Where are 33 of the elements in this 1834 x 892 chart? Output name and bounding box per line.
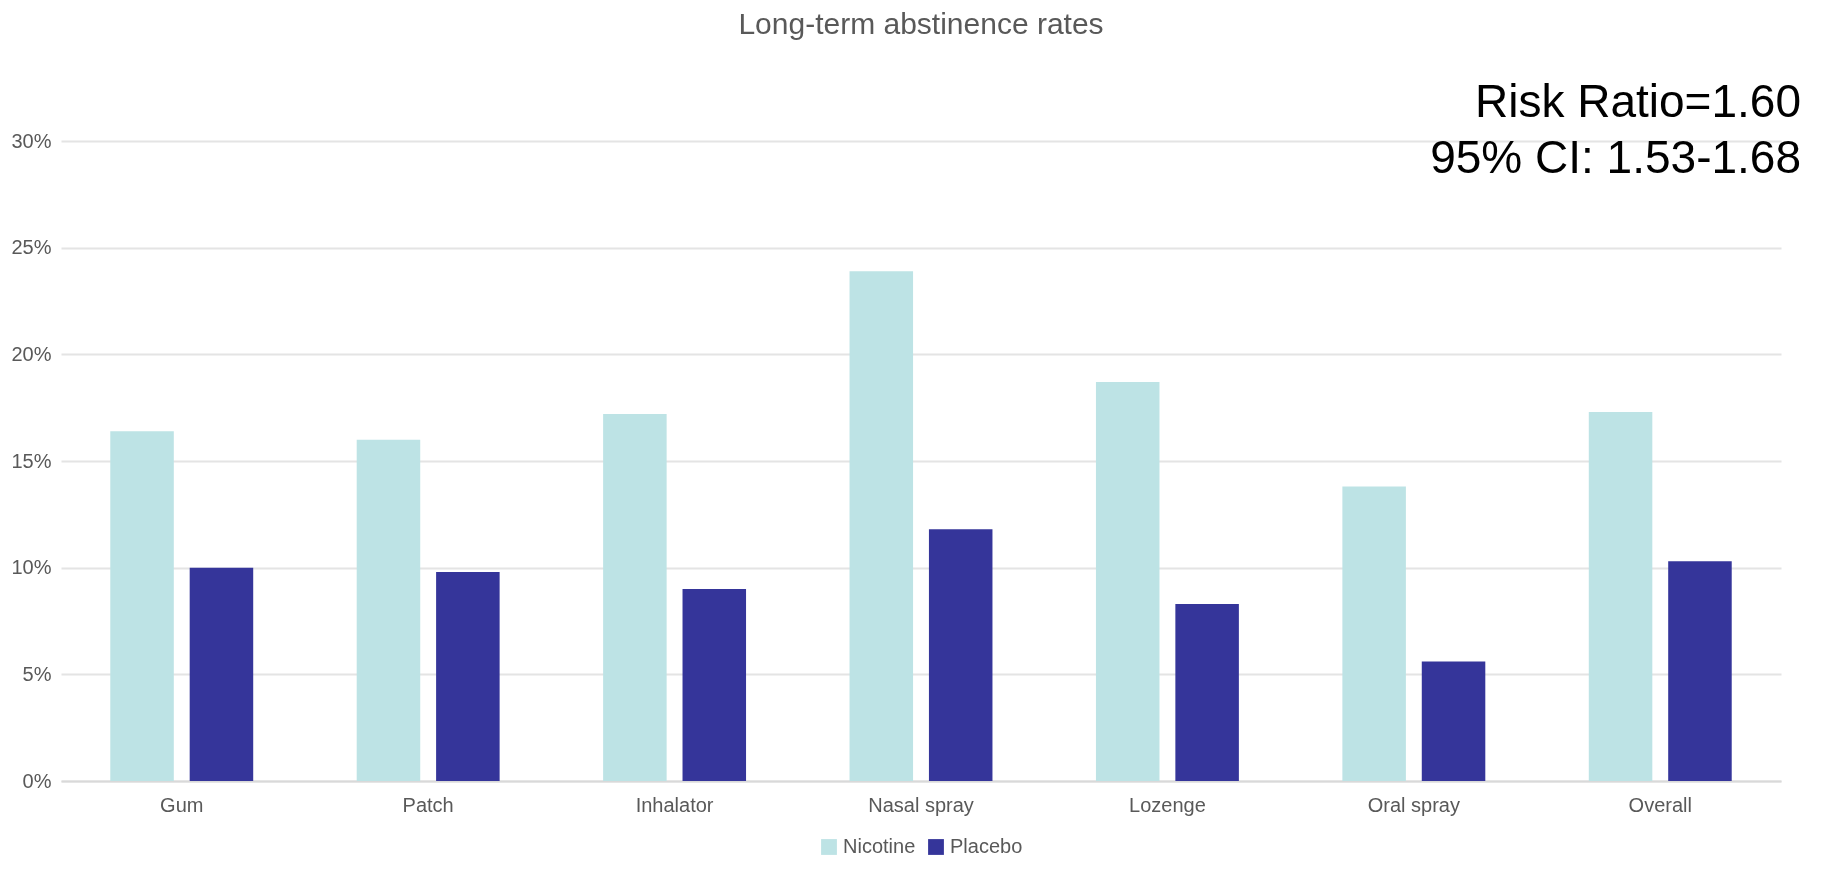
y-tick-label: 5% xyxy=(22,662,52,685)
legend-label: Nicotine xyxy=(843,835,916,857)
annotation: 95% CI: 1.53-1.68 xyxy=(1430,131,1801,183)
bar xyxy=(189,567,254,781)
y-tick-label: 15% xyxy=(11,449,52,472)
y-tick-label: 0% xyxy=(22,769,52,792)
bar xyxy=(1342,486,1406,781)
bar xyxy=(1588,411,1653,781)
bar xyxy=(1095,382,1160,781)
y-tick-label: 20% xyxy=(11,342,52,365)
legend-label: Placebo xyxy=(950,835,1023,857)
x-tick-label: Gum xyxy=(160,793,204,816)
x-tick-label: Inhalator xyxy=(635,793,714,816)
bar xyxy=(436,571,500,781)
bar xyxy=(928,529,993,781)
bar xyxy=(356,439,421,781)
x-tick-label: Oral spray xyxy=(1367,793,1460,816)
y-tick-label: 30% xyxy=(11,129,52,152)
bar xyxy=(603,414,667,781)
chart-title: Long-term abstinence rates xyxy=(738,7,1104,40)
y-tick-label: 10% xyxy=(11,556,52,579)
bar xyxy=(1668,561,1732,781)
x-tick-label: Patch xyxy=(402,793,454,816)
bar xyxy=(1175,603,1239,781)
bar xyxy=(110,431,174,781)
x-tick-label: Nasal spray xyxy=(868,793,974,816)
y-tick-label: 25% xyxy=(11,236,52,259)
bar xyxy=(682,589,747,781)
x-tick-label: Lozenge xyxy=(1129,793,1206,816)
bar xyxy=(849,271,914,781)
bar xyxy=(1421,661,1486,781)
x-tick-label: Overall xyxy=(1628,793,1692,816)
text: Risk Ratio=1.60 xyxy=(1475,75,1801,127)
